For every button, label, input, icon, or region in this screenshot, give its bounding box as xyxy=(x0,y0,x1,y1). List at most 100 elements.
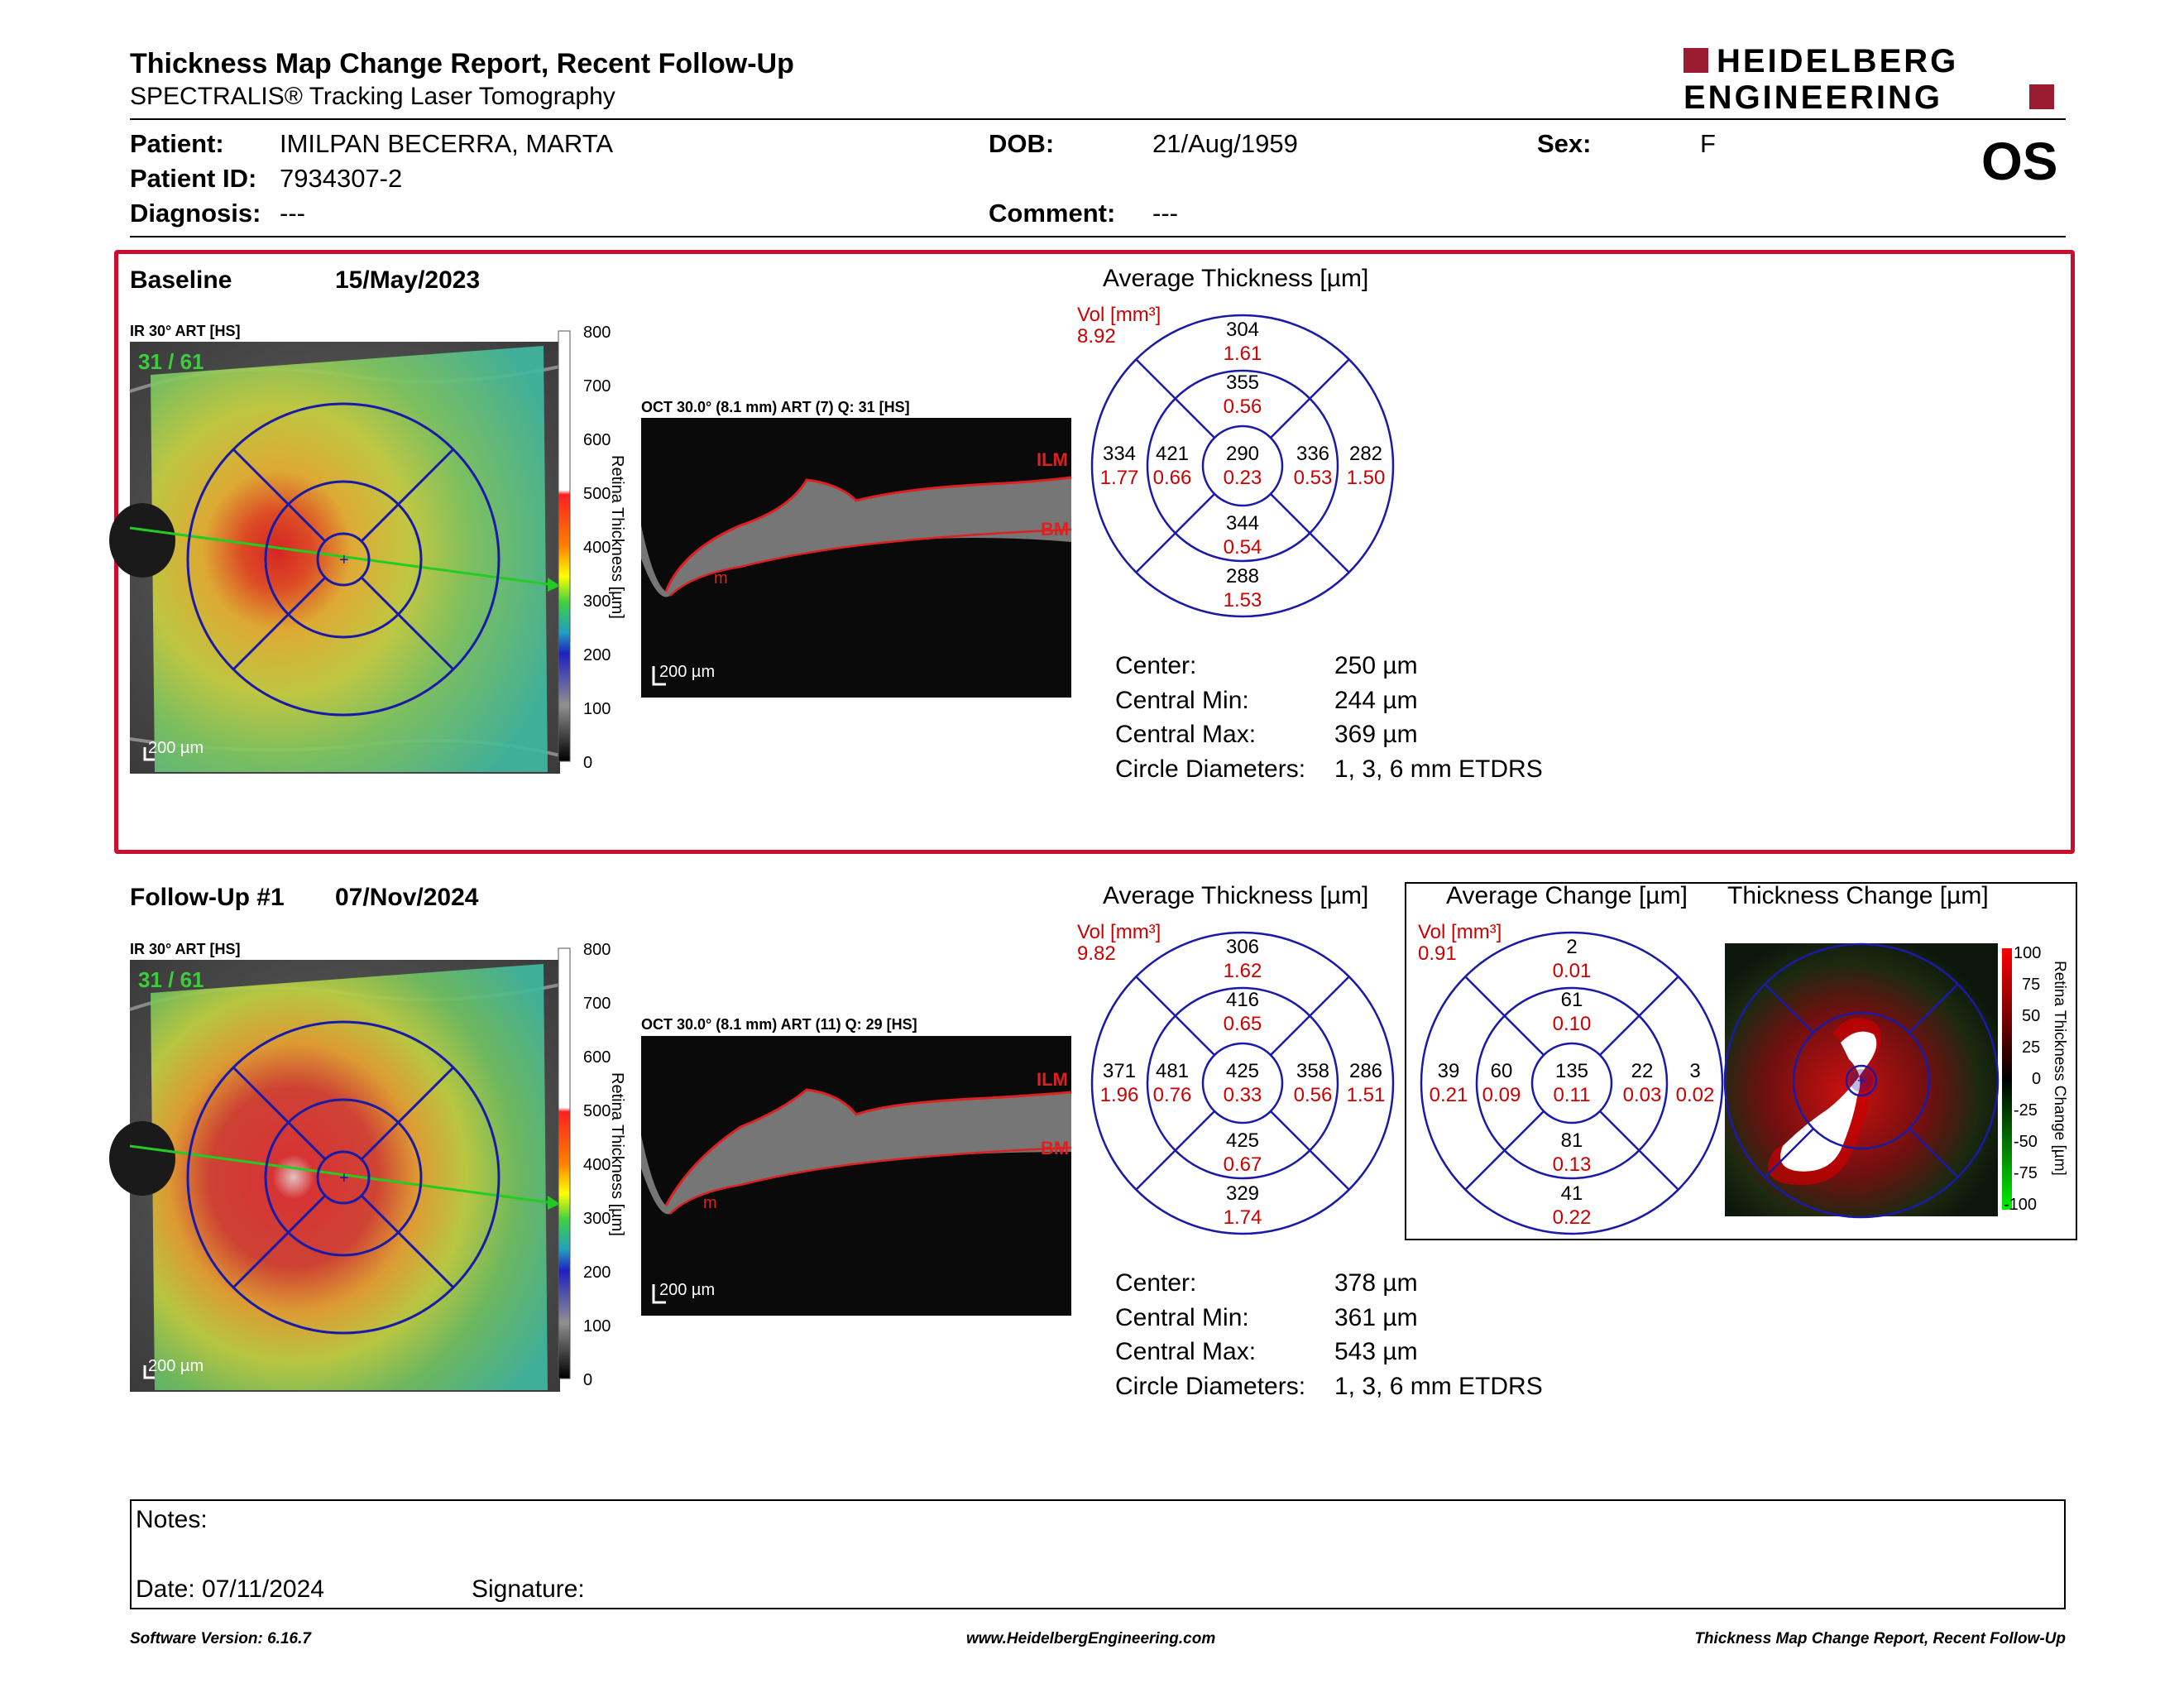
followup-oct-m: m xyxy=(703,1194,717,1212)
report-subtitle: SPECTRALIS® Tracking Laser Tomography xyxy=(130,83,615,110)
patient-id: 7934307-2 xyxy=(280,164,403,193)
baseline-inner-top-thickness: 355 xyxy=(1226,372,1259,394)
change-tick-75: 75 xyxy=(2022,976,2040,994)
change-inner-bottom-volume: 0.13 xyxy=(1553,1153,1592,1176)
svg-text:+: + xyxy=(339,551,349,569)
baseline-oct-m: m xyxy=(714,569,728,587)
followup-title: Follow-Up #1 xyxy=(130,884,285,911)
baseline-oct-label: OCT 30.0° (8.1 mm) ART (7) Q: 31 [HS] xyxy=(641,399,910,415)
followup-inner-bottom-thickness: 425 xyxy=(1226,1129,1259,1152)
followup-oct-bm: BM xyxy=(1041,1138,1069,1158)
baseline-inner-bottom-thickness: 344 xyxy=(1226,512,1259,535)
scale-tick-400: 400 xyxy=(583,539,611,557)
baseline-title: Baseline xyxy=(130,266,232,294)
notes-box[interactable] xyxy=(130,1499,2066,1609)
scale-tick-700: 700 xyxy=(583,995,611,1013)
change-outer-left-volume: 0.21 xyxy=(1430,1084,1468,1106)
change-outer-right: 3 xyxy=(1689,1060,1700,1082)
followup-oct-scan: ILM BM m 200 µm xyxy=(641,1036,1072,1316)
eye-indicator: OS xyxy=(1981,132,2058,191)
change-inner-right-volume: 0.03 xyxy=(1623,1084,1662,1106)
patient-label: Patient: xyxy=(130,129,224,158)
followup-outer-left-thickness: 371 xyxy=(1103,1060,1136,1082)
change-outer-bottom: 41 xyxy=(1561,1182,1583,1205)
scale-tick-200: 200 xyxy=(583,646,611,664)
baseline-thickness-map: 31 / 61 + 200 µm xyxy=(109,342,561,774)
followup-stat-label: Circle Diameters: xyxy=(1115,1372,1306,1400)
change-inner-right: 22 xyxy=(1631,1060,1654,1082)
followup-outer-top-volume: 1.62 xyxy=(1224,960,1262,982)
baseline-date: 15/May/2023 xyxy=(335,266,481,294)
dob-value: 21/Aug/1959 xyxy=(1152,129,1298,158)
change-inner-left: 60 xyxy=(1491,1060,1513,1082)
baseline-etdrs-grid: Vol [mm³] 8.92 304 1.61 355 0.56 334 1.7… xyxy=(1077,304,1395,618)
footer-website[interactable]: www.HeidelbergEngineering.com xyxy=(966,1630,1216,1647)
followup-stat-label: Central Max: xyxy=(1115,1338,1257,1365)
scale-tick-500: 500 xyxy=(583,485,611,503)
baseline-color-scale: 800 700 600 500 400 300 200 100 0 Retina… xyxy=(558,324,626,772)
baseline-outer-bottom-volume: 1.53 xyxy=(1224,589,1262,611)
scale-tick-100: 100 xyxy=(583,700,611,718)
scale-tick-200: 200 xyxy=(583,1264,611,1282)
followup-oct-label: OCT 30.0° (8.1 mm) ART (11) Q: 29 [HS] xyxy=(641,1016,917,1033)
change-inner-bottom: 81 xyxy=(1561,1129,1583,1152)
baseline-inner-top-volume: 0.56 xyxy=(1224,396,1262,418)
baseline-oct-ilm: ILM xyxy=(1037,449,1068,470)
signature-label: Signature: xyxy=(472,1575,585,1603)
change-outer-bottom-volume: 0.22 xyxy=(1553,1206,1592,1229)
comment-label: Comment: xyxy=(989,199,1116,228)
baseline-stat-value: 1, 3, 6 mm ETDRS xyxy=(1334,755,1543,783)
followup-outer-bottom-volume: 1.74 xyxy=(1224,1206,1262,1229)
change-tick-25: 25 xyxy=(2022,1038,2040,1057)
patient-id-label: Patient ID: xyxy=(130,164,257,193)
change-avg-title: Average Change [µm] xyxy=(1446,882,1688,909)
footer-version: Software Version: 6.16.7 xyxy=(130,1630,311,1647)
baseline-outer-left-thickness: 334 xyxy=(1103,443,1136,465)
baseline-oct-scan: ILM BM m 200 µm xyxy=(641,418,1072,698)
change-inner-top-volume: 0.10 xyxy=(1553,1013,1592,1035)
scale-tick-300: 300 xyxy=(583,592,611,611)
change-center-volume: 0.11 xyxy=(1554,1084,1591,1106)
followup-inner-left-volume: 0.76 xyxy=(1153,1084,1192,1106)
followup-outer-bottom-thickness: 329 xyxy=(1226,1182,1259,1205)
followup-inner-bottom-volume: 0.67 xyxy=(1224,1153,1262,1176)
followup-stat-value: 378 µm xyxy=(1334,1269,1418,1297)
scale-tick-600: 600 xyxy=(583,1048,611,1067)
followup-vol-value: 9.82 xyxy=(1077,942,1116,965)
change-tick-minus100: -100 xyxy=(2004,1196,2037,1214)
followup-stat-value: 361 µm xyxy=(1334,1303,1418,1331)
change-outer-left: 39 xyxy=(1438,1060,1460,1082)
change-outer-top-volume: 0.01 xyxy=(1553,960,1592,982)
notes-label: Notes: xyxy=(136,1506,208,1533)
followup-date: 07/Nov/2024 xyxy=(335,884,479,911)
change-center: 135 xyxy=(1555,1060,1588,1082)
scale-tick-100: 100 xyxy=(583,1317,611,1336)
baseline-vol-value: 8.92 xyxy=(1077,325,1116,348)
heidelberg-logo: HEIDELBERG ENGINEERING xyxy=(1684,43,2064,117)
change-etdrs-grid: Vol [mm³] 0.91 2 0.01 61 0.10 39 0.21 60… xyxy=(1418,921,1724,1235)
logo-text-engineering: ENGINEERING xyxy=(1684,79,1943,116)
baseline-inner-left-thickness: 421 xyxy=(1156,443,1189,465)
change-vol-value: 0.91 xyxy=(1418,942,1457,965)
change-tick-50: 50 xyxy=(2022,1007,2040,1025)
patient-name: IMILPAN BECERRA, MARTA xyxy=(280,129,614,158)
baseline-center-volume: 0.23 xyxy=(1224,467,1262,489)
followup-stat-value: 1, 3, 6 mm ETDRS xyxy=(1334,1372,1543,1400)
followup-outer-right-volume: 1.51 xyxy=(1347,1084,1386,1106)
scale-axis-label: Retina Thickness [µm] xyxy=(608,455,626,619)
baseline-outer-bottom-thickness: 288 xyxy=(1226,565,1259,587)
baseline-oct-bm: BM xyxy=(1041,519,1069,539)
baseline-inner-left-volume: 0.66 xyxy=(1153,467,1192,489)
thickness-change-map: + xyxy=(1723,942,2000,1219)
change-inner-left-volume: 0.09 xyxy=(1482,1084,1521,1106)
baseline-ir-scalebar: 200 µm xyxy=(148,739,204,757)
baseline-stat-label: Central Max: xyxy=(1115,721,1257,748)
followup-outer-left-volume: 1.96 xyxy=(1100,1084,1139,1106)
baseline-stat-label: Central Min: xyxy=(1115,686,1249,714)
change-tick-minus50: -50 xyxy=(2014,1133,2038,1151)
followup-stat-label: Center: xyxy=(1115,1269,1197,1297)
followup-oct-ilm: ILM xyxy=(1037,1069,1068,1090)
baseline-inner-bottom-volume: 0.54 xyxy=(1224,536,1262,559)
followup-ir-label: IR 30° ART [HS] xyxy=(130,941,241,957)
change-outer-top: 2 xyxy=(1566,936,1577,958)
